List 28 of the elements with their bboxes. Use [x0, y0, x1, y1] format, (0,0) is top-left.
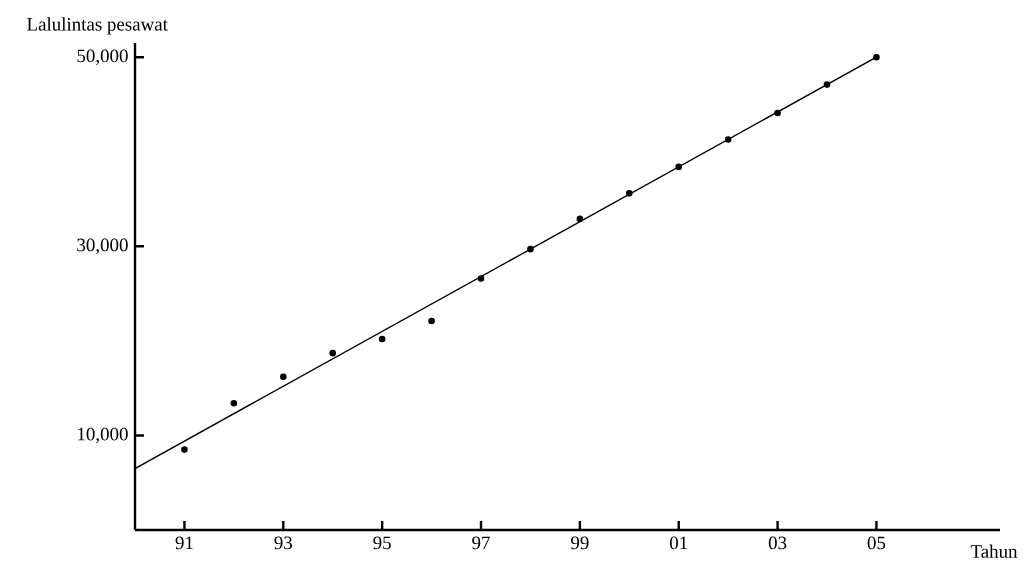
x-tick-label: 95 — [373, 536, 391, 550]
x-tick-label: 01 — [669, 536, 688, 550]
point — [626, 190, 633, 197]
point — [378, 335, 386, 343]
y-tick-label: 10,000 — [78, 427, 128, 444]
x-tick-label: 03 — [768, 536, 787, 550]
point — [428, 317, 435, 325]
point — [873, 53, 880, 61]
point — [675, 163, 683, 171]
x-tick-label: 91 — [175, 536, 193, 550]
x-tick-label: 97 — [472, 536, 490, 550]
y-tick-label: 50,000 — [77, 49, 128, 65]
point — [724, 136, 732, 143]
point — [181, 446, 188, 453]
x-tick-label: 05 — [867, 536, 886, 550]
point — [279, 373, 287, 381]
point — [527, 245, 534, 253]
point — [477, 275, 485, 282]
point — [230, 399, 238, 407]
y-tick-label: 30,000 — [77, 238, 128, 255]
y-axis-title: Lalulintas pesawat — [27, 17, 168, 35]
point — [774, 109, 781, 117]
point — [329, 349, 337, 357]
x-tick-label: 93 — [274, 536, 293, 550]
point — [576, 215, 584, 223]
x-axis-title: Tahun — [970, 544, 1018, 558]
point — [823, 81, 831, 88]
x-tick-label: 99 — [571, 536, 589, 550]
